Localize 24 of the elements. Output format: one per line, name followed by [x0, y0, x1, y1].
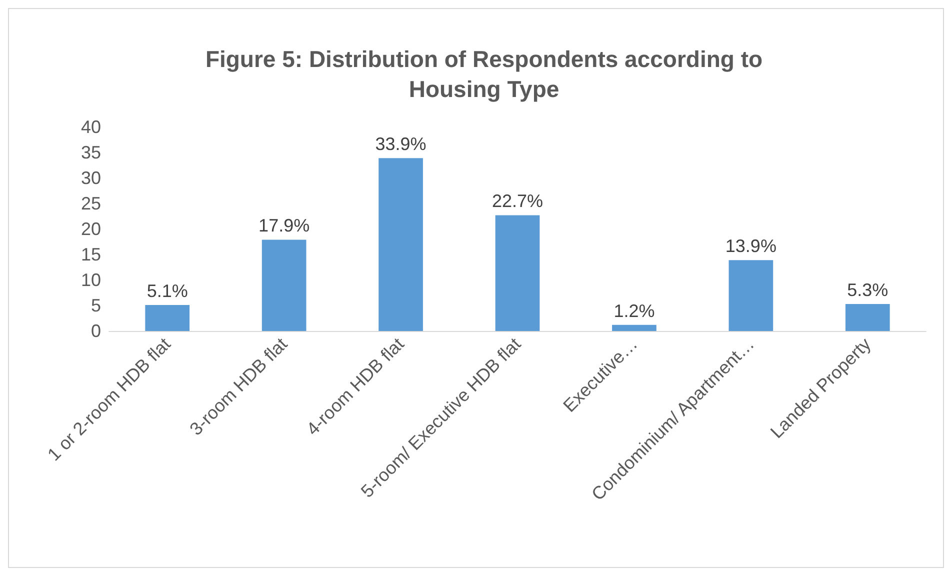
y-tick-label: 30 [80, 168, 101, 188]
data-label: 13.9% [725, 236, 776, 256]
bar [612, 324, 656, 331]
y-tick-label: 5 [90, 296, 101, 316]
data-label: 22.7% [492, 191, 544, 212]
data-label: 33.9% [375, 134, 426, 154]
y-tick-label: 40 [80, 117, 101, 137]
y-tick-label: 35 [80, 142, 101, 162]
data-label: 17.9% [258, 216, 310, 236]
bar [262, 240, 306, 331]
bar [495, 215, 540, 331]
y-tick-label: 10 [80, 270, 101, 290]
bar [728, 260, 774, 331]
y-tick-label: 0 [90, 321, 101, 341]
y-tick-label: 20 [80, 219, 101, 239]
chart-title: Figure 5: Distribution of Respondents according to Housing Type [205, 46, 763, 102]
bar [378, 158, 423, 331]
y-tick-label: 15 [80, 244, 101, 264]
data-label: 1.2% [614, 300, 655, 321]
bar [845, 304, 890, 331]
bar [145, 304, 190, 331]
data-label: 5.1% [146, 280, 188, 301]
y-tick-label: 25 [80, 194, 101, 214]
data-label: 5.3% [847, 280, 888, 300]
